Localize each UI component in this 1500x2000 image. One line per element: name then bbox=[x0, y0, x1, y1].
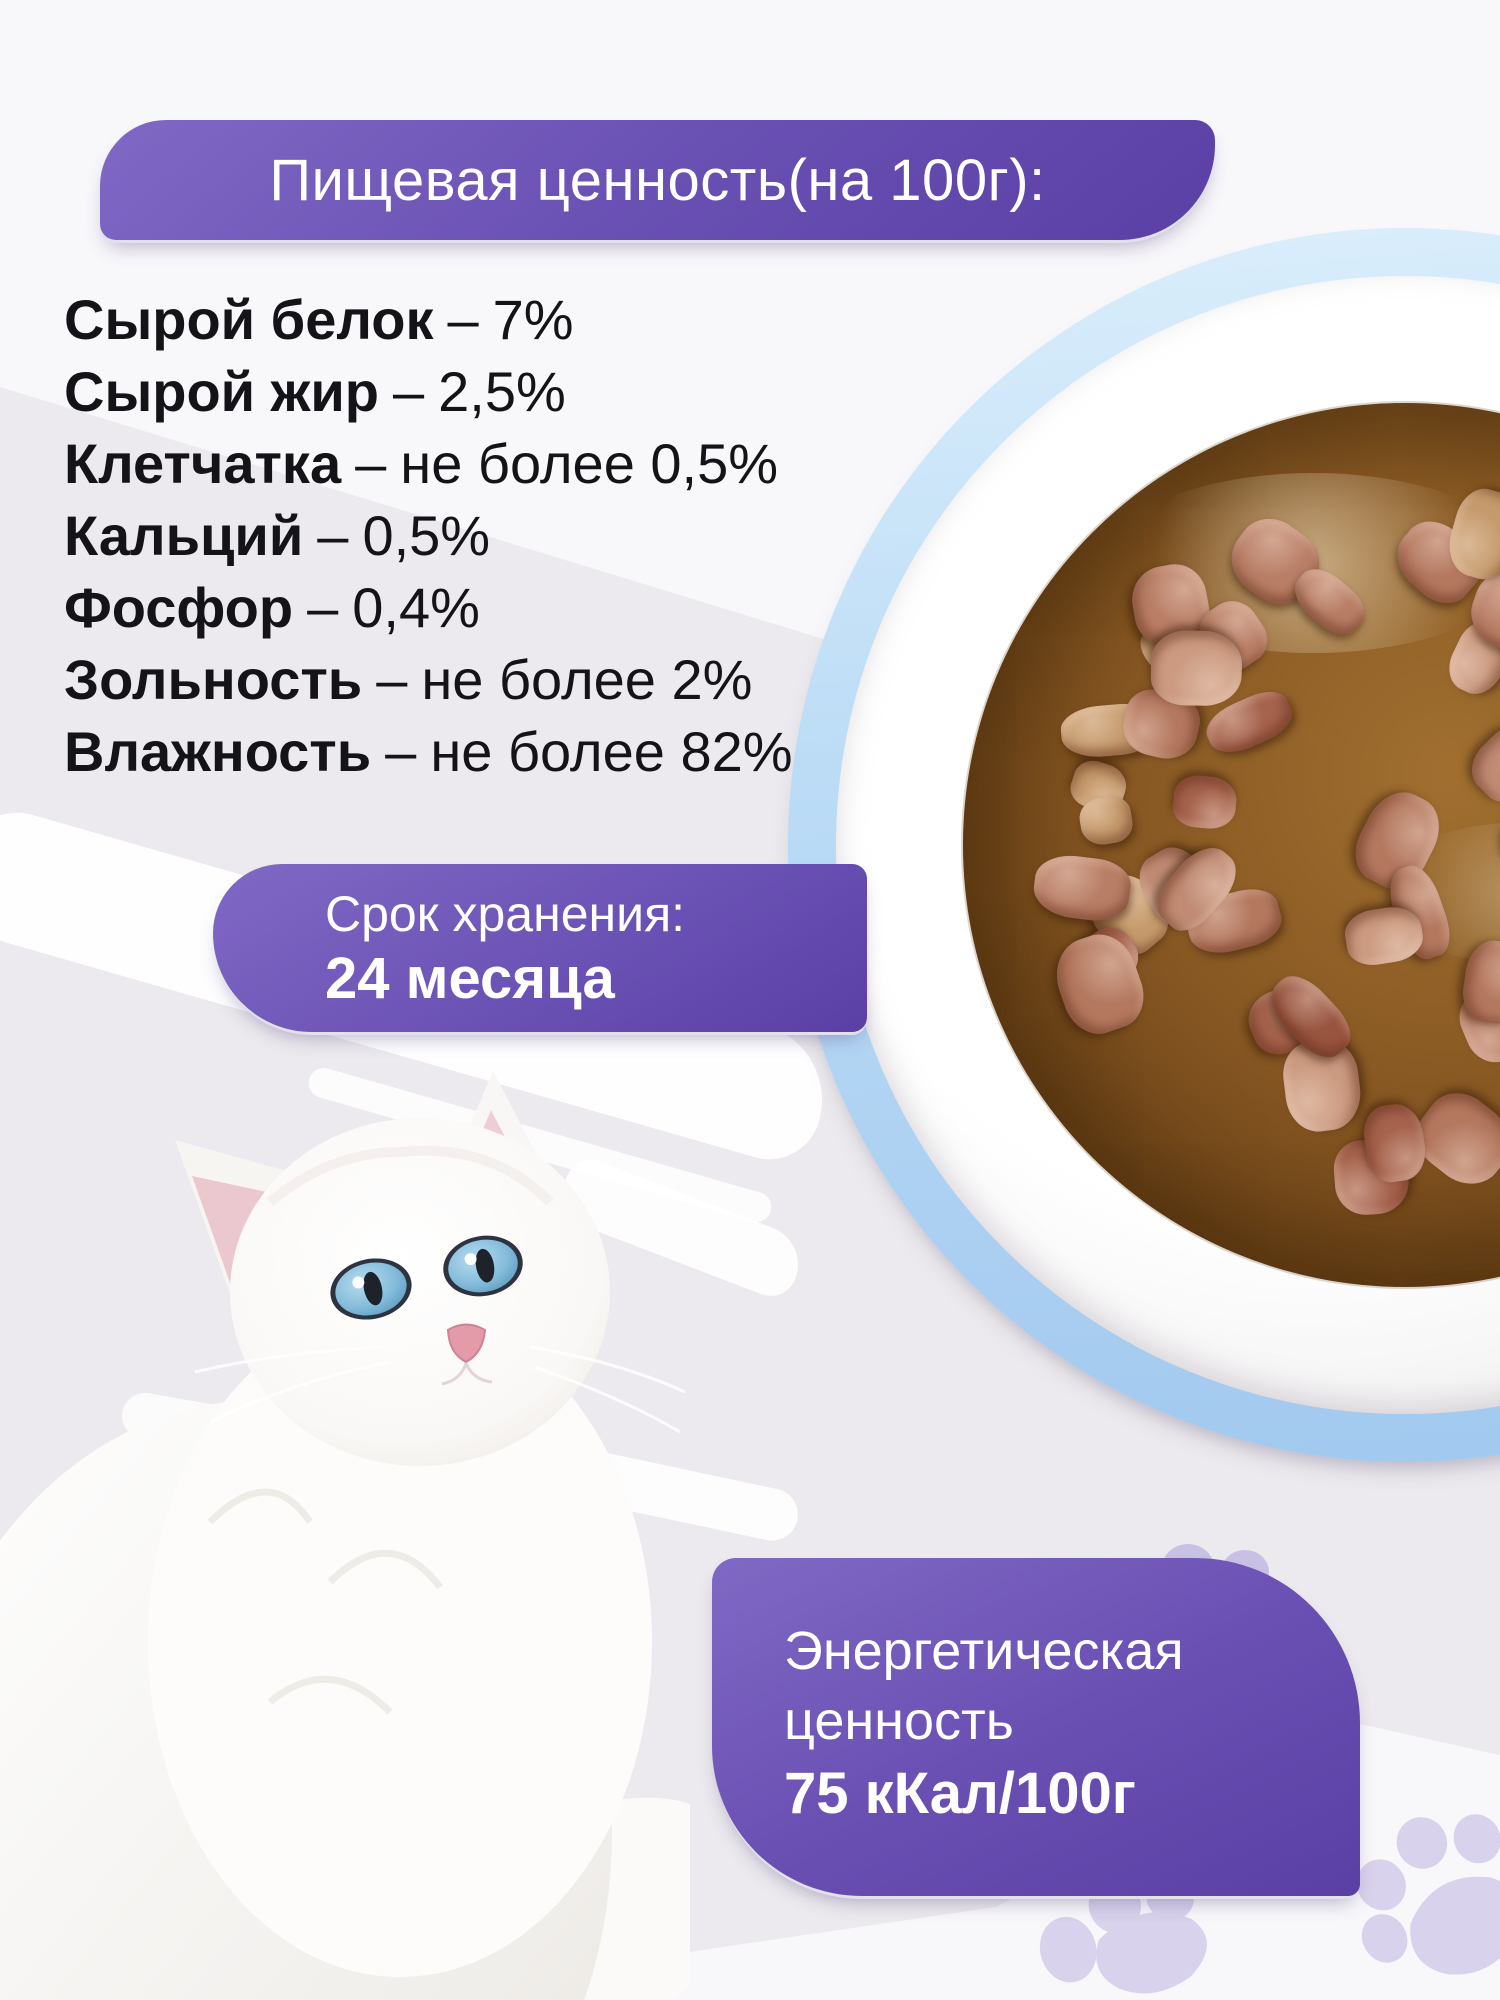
nutrition-banner: Пищевая ценность(на 100г): bbox=[100, 120, 1215, 240]
meat-chunk bbox=[1150, 629, 1243, 707]
shelf-life-callout: Срок хранения: 24 месяца bbox=[213, 864, 867, 1032]
nutrition-row: Сырой жир – 2,5% bbox=[64, 360, 566, 423]
energy-label-line1: Энергетическая bbox=[784, 1621, 1184, 1681]
cat-whiskers bbox=[194, 1345, 686, 1434]
nutrition-row: Влажность – не более 82% bbox=[64, 720, 793, 783]
nutrition-banner-title: Пищевая ценность(на 100г): bbox=[269, 147, 1046, 213]
shelf-life-label: Срок хранения: bbox=[325, 886, 686, 942]
nutrition-list: Сырой белок – 7% Сырой жир – 2,5% Клетча… bbox=[64, 284, 964, 788]
energy-value: 75 кКал/100г bbox=[784, 1761, 1136, 1826]
nutrition-row: Зольность – не более 2% bbox=[64, 648, 753, 711]
paw-print-icon bbox=[1345, 1812, 1500, 2000]
cat-right-eye bbox=[443, 1235, 523, 1297]
meat-chunk bbox=[1030, 851, 1134, 925]
energy-label-line2: ценность bbox=[784, 1691, 1014, 1751]
shelf-life-value: 24 месяца bbox=[325, 946, 615, 1011]
meat-chunk bbox=[1170, 773, 1239, 831]
cat-photo bbox=[0, 822, 747, 2000]
energy-callout: Энергетическая ценность 75 кКал/100г bbox=[712, 1558, 1360, 1896]
nutrition-row: Кальций – 0,5% bbox=[64, 504, 491, 567]
nutrition-row: Фосфор – 0,4% bbox=[64, 576, 480, 639]
nutrition-row: Клетчатка – не более 0,5% bbox=[64, 432, 779, 495]
nutrition-row: Сырой белок – 7% bbox=[64, 288, 574, 351]
meat-chunk bbox=[1459, 711, 1500, 813]
cat-left-eye bbox=[330, 1258, 412, 1320]
